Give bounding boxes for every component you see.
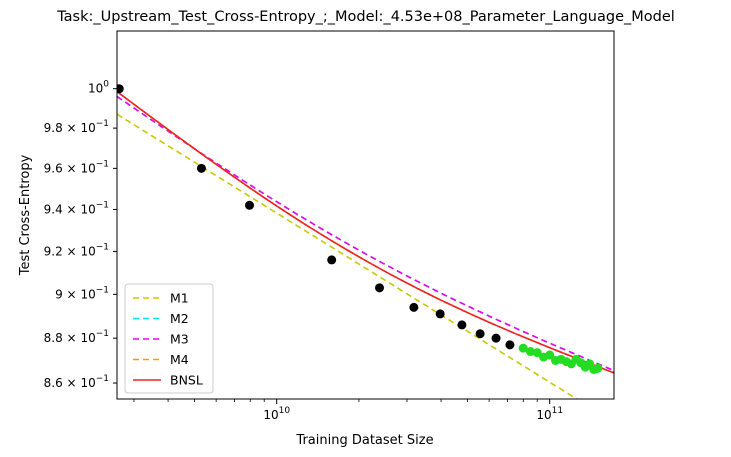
legend-box — [124, 283, 214, 394]
x-axis: 1010 1011 — [133, 399, 563, 422]
y-tick-label: 8.6 × 10−1 — [44, 374, 109, 390]
test-point — [518, 343, 528, 353]
train-point — [435, 309, 445, 319]
chart-title: Task:_Upstream_Test_Cross-Entropy_;_Mode… — [56, 9, 675, 25]
test-point — [525, 347, 535, 357]
legend: M1 M2 M3 M4 BNSL — [124, 283, 214, 394]
y-tick-label: 9.2 × 10−1 — [44, 242, 109, 258]
train-point — [117, 84, 124, 94]
legend-label-m4: M4 — [170, 352, 189, 367]
series-layer — [117, 90, 614, 399]
series-line-bnsl — [117, 90, 614, 374]
y-axis-label: Test Cross-Entropy — [18, 154, 33, 276]
test-point — [532, 348, 542, 358]
y-tick-label: 9.8 × 10−1 — [44, 119, 109, 135]
test-point — [593, 363, 603, 373]
x-tick-label: 1010 — [263, 406, 290, 422]
train-point — [491, 333, 501, 343]
x-axis-label: Training Dataset Size — [295, 433, 433, 448]
series-line-m1 — [117, 113, 579, 399]
y-axis: 100 9.8 × 10−1 9.6 × 10−1 9.4 × 10−1 9.2 × 1… — [44, 80, 117, 390]
test-point — [545, 350, 555, 360]
y-tick-label: 9 × 10−1 — [55, 285, 109, 301]
train-point — [409, 302, 419, 312]
y-tick-label: 9.6 × 10−1 — [44, 159, 109, 175]
series-line-m3 — [117, 95, 614, 372]
y-tick-label: 9.4 × 10−1 — [44, 200, 109, 216]
y-tick-label: 8.8 × 10−1 — [44, 329, 109, 345]
train-point — [196, 163, 206, 173]
points-layer — [117, 84, 603, 374]
plot-frame — [116, 30, 615, 400]
legend-label-m2: M2 — [170, 311, 189, 326]
train-point — [245, 200, 255, 210]
train-point — [327, 255, 337, 265]
train-point — [375, 283, 385, 293]
legend-label-bnsl: BNSL — [170, 373, 203, 388]
train-point — [457, 320, 467, 330]
train-point — [475, 329, 485, 339]
legend-label-m3: M3 — [170, 332, 189, 347]
x-tick-label: 1011 — [536, 406, 563, 422]
y-tick-label: 100 — [88, 80, 109, 96]
train-point — [505, 340, 515, 350]
legend-label-m1: M1 — [170, 291, 189, 306]
